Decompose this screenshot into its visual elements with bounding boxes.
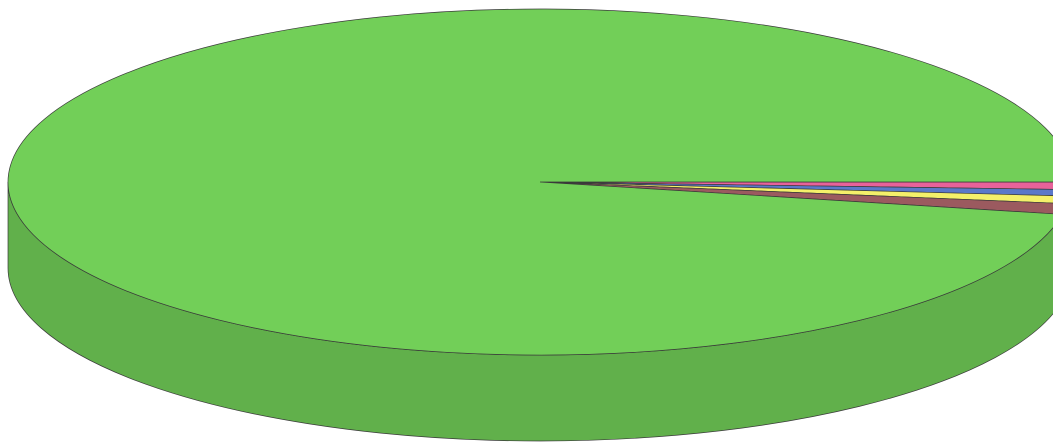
- pie-top-faces: [7, 8, 1053, 356]
- pie-slice-5: [7, 8, 1053, 356]
